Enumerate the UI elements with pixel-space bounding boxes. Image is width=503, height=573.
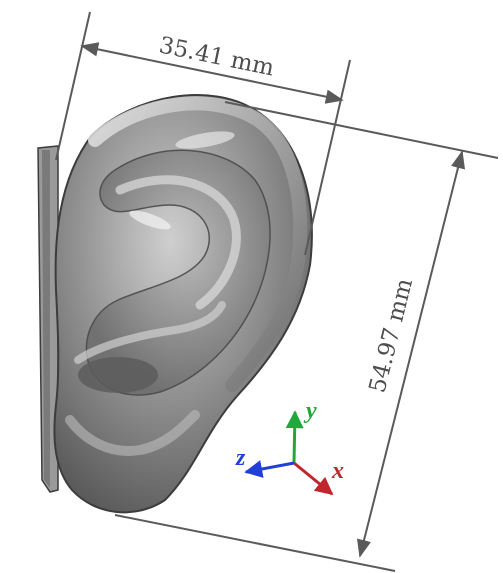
height-dimension-line [356,150,466,558]
height-extension-line-top [224,101,499,159]
antihelix-ridge [115,175,241,310]
height-label: 54.97 mm [365,276,419,396]
z-axis-arrow [244,460,295,478]
ear-model [53,94,313,514]
ear-canal [78,357,158,393]
width-extension-line-right [304,59,351,256]
helix-rim [88,96,308,392]
x-axis-arrow [293,461,334,496]
highlight [129,210,171,230]
y-axis-arrow [285,410,304,464]
x-axis-label: x [331,458,344,484]
earlobe [65,410,200,456]
base-plate [37,145,59,493]
y-axis-label: y [303,398,317,424]
highlight [175,131,235,149]
width-extension-line-left [55,11,91,161]
tragus-ridge [74,301,226,364]
axis-triad: y x z [235,398,344,496]
height-extension-line-bottom [114,514,396,572]
width-dimension-line [80,42,344,104]
z-axis-label: z [235,445,246,471]
